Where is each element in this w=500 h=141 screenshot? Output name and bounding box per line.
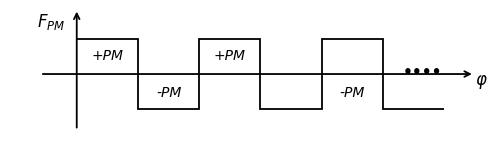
Text: φ: φ [476,71,486,89]
Text: -PM: -PM [340,86,365,100]
Text: +PM: +PM [92,49,124,63]
Text: $F_{PM}$: $F_{PM}$ [36,12,65,32]
Text: +PM: +PM [214,49,246,63]
Text: -PM: -PM [156,86,182,100]
Text: ••••: •••• [403,65,442,80]
